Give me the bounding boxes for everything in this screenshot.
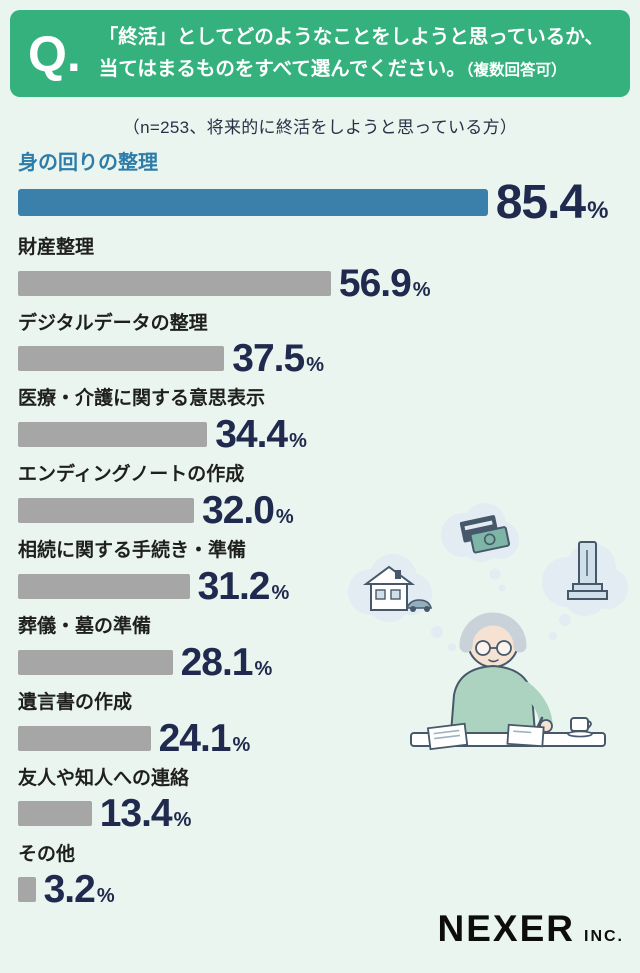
person-writing-illustration (348, 503, 628, 751)
bar-label: 友人や知人への連絡 (18, 767, 190, 789)
bar-chart: 身の回りの整理 85.4% 財産整理 56.9% デジタルデータの整理 37.5% 医療・介… (18, 151, 622, 909)
question-note: （複数回答可） (465, 61, 567, 79)
bar-value: 85.4% (495, 176, 609, 230)
bar (18, 498, 194, 524)
bar (18, 725, 151, 751)
bar-value: 28.1% (180, 640, 273, 684)
bar-value: 31.2% (197, 564, 290, 608)
bar-row: デジタルデータの整理 37.5% (18, 313, 622, 378)
bar-label: 遺言書の作成 (18, 691, 133, 713)
bar-value: 56.9% (338, 261, 431, 305)
q-badge: Q. (28, 25, 81, 82)
bar (18, 877, 36, 903)
bar (18, 270, 331, 296)
bar-row: 遺言書の作成 24.1% (18, 691, 622, 760)
bar-row: 財産整理 56.9% (18, 236, 622, 305)
bar (18, 346, 225, 372)
bar (18, 649, 173, 675)
nexer-logo-suffix: INC. (584, 928, 624, 945)
bar-label: エンディングノートの作成 (18, 464, 245, 486)
bar-value: 32.0% (202, 489, 294, 533)
bar (18, 422, 208, 448)
bar-label: 医療・介護に関する意思表示 (18, 388, 266, 410)
nexer-logo-text: NEXER (437, 908, 575, 949)
bar-label: 相続に関する手続き・準備 (18, 540, 247, 562)
bar-value: 24.1% (158, 716, 251, 760)
question-text: 「終活」としてどのようなことをしようと思っているか、 当てはまるものをすべて選ん… (99, 22, 604, 85)
sample-size-note: （n=253、将来的に終活をしようと思っている方） (122, 118, 518, 138)
bar-label: 身の回りの整理 (18, 152, 158, 175)
bar-label: デジタルデータの整理 (18, 312, 208, 334)
bar-label: 葬儀・墓の準備 (18, 615, 152, 637)
bar-value: 37.5% (232, 337, 324, 381)
bar-label: その他 (18, 843, 76, 865)
bar-row: 相続に関する手続き・準備 31.2% (18, 540, 622, 608)
bar (18, 801, 92, 827)
nexer-logo: NEXER INC. (438, 908, 624, 950)
bar (18, 189, 488, 217)
bar-row: エンディングノートの作成 32.0% (18, 464, 622, 533)
thought-bubble-grave-icon (542, 541, 628, 640)
bar-value: 13.4% (99, 792, 192, 836)
bar-row: 葬儀・墓の準備 28.1% (18, 615, 622, 684)
question-line1: 「終活」としてどのようなことをしようと思っているか、 (98, 26, 604, 48)
bar-row: 友人や知人への連絡 13.4% (18, 768, 622, 833)
person-icon (449, 612, 553, 739)
thought-bubble-money-icon (441, 503, 519, 592)
thought-bubble-house-icon (348, 554, 456, 651)
bar-label: 財産整理 (18, 236, 95, 258)
bar-value: 34.4% (215, 413, 307, 457)
question-line2: 当てはまるものをすべて選んでください。（複数回答可） (98, 57, 567, 80)
bar-value: 3.2% (43, 868, 115, 912)
desk-icon (410, 717, 606, 751)
bar-row: その他 3.2% (18, 844, 622, 909)
question-header: Q. 「終活」としてどのようなことをしようと思っているか、 当てはまるものをすべ… (10, 10, 630, 98)
bar-row: 身の回りの整理 85.4% (18, 151, 622, 226)
bar (18, 573, 190, 599)
bar-row: 医療・介護に関する意思表示 34.4% (18, 388, 622, 457)
